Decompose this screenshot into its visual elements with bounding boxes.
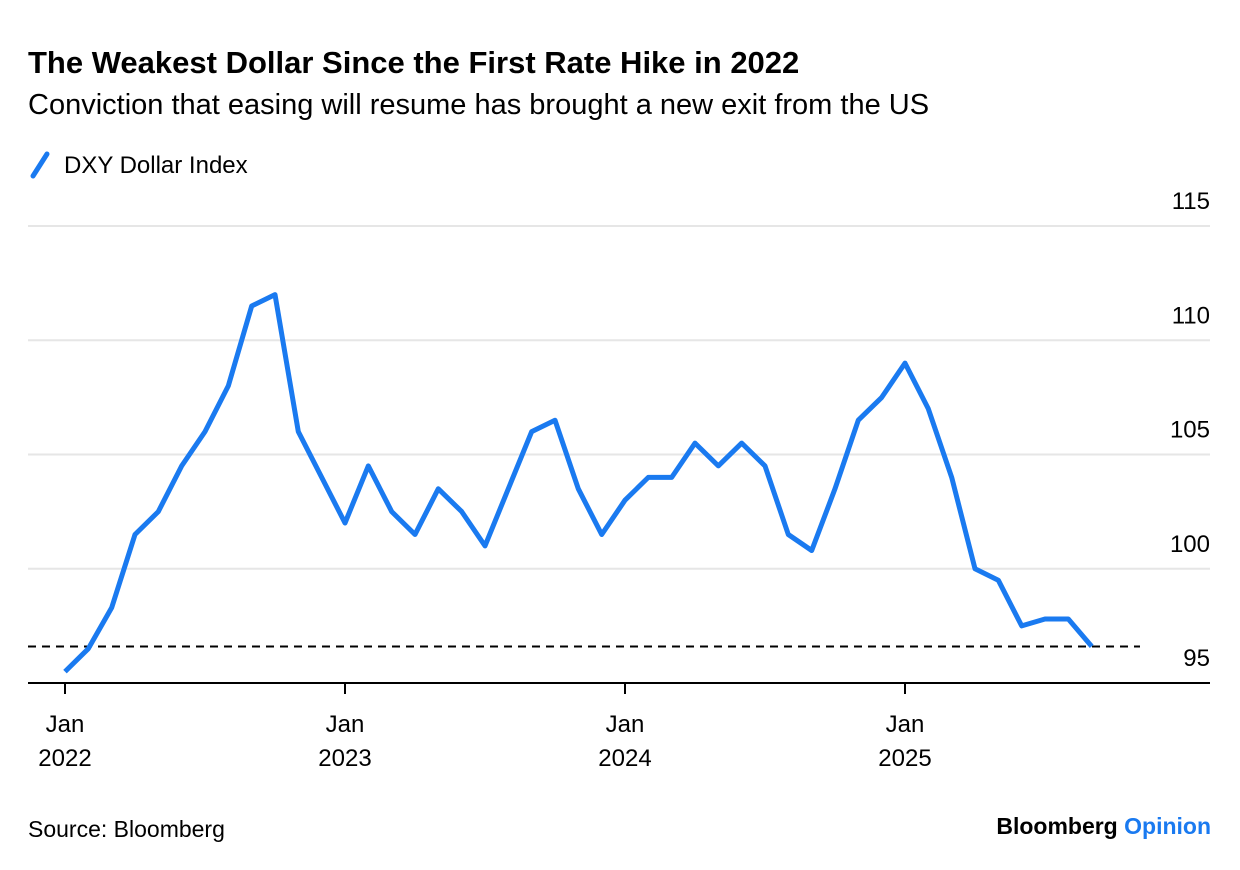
x-tick-label: 2023 [318, 745, 371, 772]
x-tick-label: Jan [46, 711, 85, 738]
chart-title: The Weakest Dollar Since the First Rate … [28, 45, 799, 80]
brand-bloomberg: Bloomberg [996, 813, 1117, 839]
legend-swatch [30, 151, 50, 179]
x-tick-label: 2025 [878, 745, 931, 772]
brand: Bloomberg Opinion [996, 813, 1211, 839]
y-tick-label: 100 [1170, 531, 1210, 558]
x-tick-label: 2024 [598, 745, 651, 772]
x-tick-label: Jan [886, 711, 925, 738]
x-tick-label: 2022 [38, 745, 91, 772]
y-tick-label: 95 [1183, 645, 1210, 672]
x-tick-label: Jan [326, 711, 365, 738]
y-tick-label: 115 [1172, 188, 1210, 215]
data-line [63, 292, 1094, 674]
legend-label: DXY Dollar Index [64, 152, 248, 179]
brand-opinion: Opinion [1124, 813, 1211, 839]
chart-subtitle: Conviction that easing will resume has b… [28, 89, 929, 121]
x-tick-label: Jan [606, 711, 645, 738]
source: Source: Bloomberg [28, 816, 225, 842]
y-tick-label: 105 [1170, 417, 1210, 444]
y-tick-label: 110 [1172, 302, 1210, 329]
